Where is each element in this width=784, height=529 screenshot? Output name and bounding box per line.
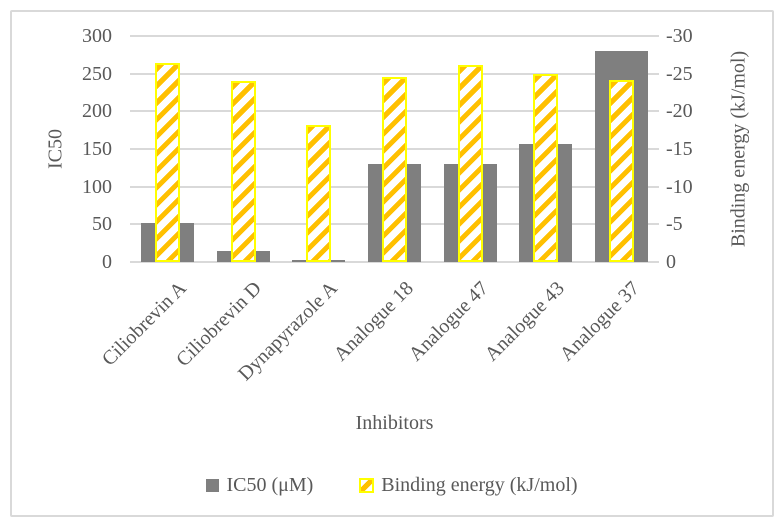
left-axis-tick-label: 200 [82,100,112,123]
left-axis-tick-label: 250 [82,62,112,85]
left-axis-tick-label: 150 [82,138,112,160]
plot-area [130,35,659,263]
binding-energy-bar [457,65,483,262]
right-axis-tick-label: 0 [666,251,676,273]
right-axis-tick-label: -25 [666,62,693,85]
left-axis-tick-label: 50 [92,213,112,236]
legend-label-binding-energy: Binding energy (kJ/mol) [381,474,578,496]
gridline [130,35,659,37]
right-axis-tick-label: -5 [666,213,683,236]
right-axis-tick-label: -10 [666,175,693,198]
right-axis-tick-label: -20 [666,100,693,123]
right-axis-tick-label: -15 [666,138,693,160]
binding-energy-legend-swatch-icon [359,478,375,493]
legend-item-ic50: IC50 (μM) [206,474,313,497]
ic50-legend-swatch-icon [206,479,220,492]
legend-label-ic50: IC50 (μM) [226,474,314,496]
right-axis-title: Binding energy (kJ/mol) [727,50,750,248]
binding-energy-bar [155,63,181,262]
legend: IC50 (μM) Binding energy (kJ/mol) [10,474,774,497]
gridline [130,72,659,75]
left-axis-title: IC50 [44,129,67,169]
binding-energy-bar [306,125,332,262]
left-axis-tick-label: 300 [82,25,112,47]
legend-item-binding-energy: Binding energy (kJ/mol) [359,474,578,497]
binding-energy-bar [608,80,634,262]
binding-energy-bar [382,77,407,262]
x-axis-line [130,261,659,263]
right-axis-tick-label: -30 [666,25,693,47]
left-axis-tick-label: 100 [82,175,112,198]
binding-energy-bar [230,81,256,262]
binding-energy-bar [533,74,559,262]
x-axis-title: Inhibitors [355,412,434,434]
left-axis-tick-label: 0 [102,251,112,273]
